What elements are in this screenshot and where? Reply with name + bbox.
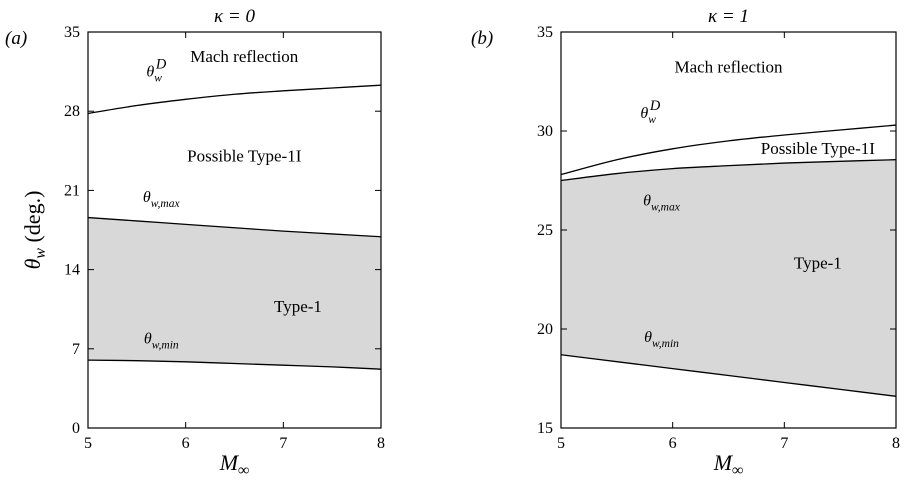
x-tick-label: 7 (279, 435, 287, 452)
chart-title: κ = 1 (708, 6, 749, 27)
x-tick-label: 8 (892, 435, 900, 452)
panel-label: (b) (471, 28, 493, 49)
x-tick-label: 8 (377, 435, 385, 452)
series-line-2 (560, 159, 897, 182)
chart-panel-2: 5 6 7 8 15 20 25 30 35 κ = 1 (b) M∞ Mach reflection P… (471, 6, 900, 479)
y-tick-label: 28 (64, 103, 80, 120)
series-line-1 (87, 84, 382, 115)
annotation-2: Possible Type-1I (761, 139, 876, 158)
annotation-5: θw,max (143, 189, 181, 210)
y-tick-label: 14 (64, 262, 80, 279)
x-tick-label: 6 (182, 435, 190, 452)
panel-label: (a) (5, 28, 27, 49)
annotation-1: Mach reflection (190, 47, 299, 66)
chart-panel-1: 5 6 7 8 0 7 14 21 28 35 κ = 0 (a) M∞ θw (deg.) Mach re… (5, 6, 385, 479)
annotation-6: θw,min (644, 329, 679, 350)
chart-title: κ = 0 (214, 6, 255, 27)
x-tick-label: 5 (84, 435, 92, 452)
annotation-5: θw,max (643, 192, 681, 213)
y-tick-label: 25 (537, 222, 553, 239)
shaded-region-type-1 (88, 217, 381, 370)
x-tick-label: 6 (669, 435, 677, 452)
shaded-region-type-1 (561, 159, 896, 397)
y-axis-label: θw (deg.) (20, 191, 49, 270)
series-line-1 (560, 124, 897, 176)
annotation-4: θwD (146, 57, 167, 85)
annotation-4: θwD (640, 98, 661, 126)
annotation-3: Type-1 (274, 297, 322, 316)
x-axis-label: M∞ (713, 450, 744, 479)
y-tick-label: 35 (64, 24, 80, 41)
y-tick-label: 0 (72, 420, 80, 437)
plot-frame (87, 31, 382, 429)
annotation-3: Type-1 (794, 254, 842, 273)
y-tick-label: 7 (72, 341, 80, 358)
x-tick-label: 5 (557, 435, 565, 452)
series-line-3 (560, 354, 897, 397)
annotation-1: Mach reflection (674, 58, 783, 77)
y-tick-label: 35 (537, 24, 553, 41)
y-tick-label: 20 (537, 321, 553, 338)
series-line-3 (87, 359, 382, 370)
x-tick-label: 7 (780, 435, 788, 452)
y-tick-label: 30 (537, 123, 553, 140)
y-tick-label: 21 (64, 182, 80, 199)
annotation-2: Possible Type-1I (187, 146, 302, 165)
x-axis-label: M∞ (219, 450, 250, 479)
annotation-6: θw,min (144, 331, 179, 352)
y-tick-label: 15 (537, 420, 553, 437)
series-line-2 (87, 216, 382, 238)
